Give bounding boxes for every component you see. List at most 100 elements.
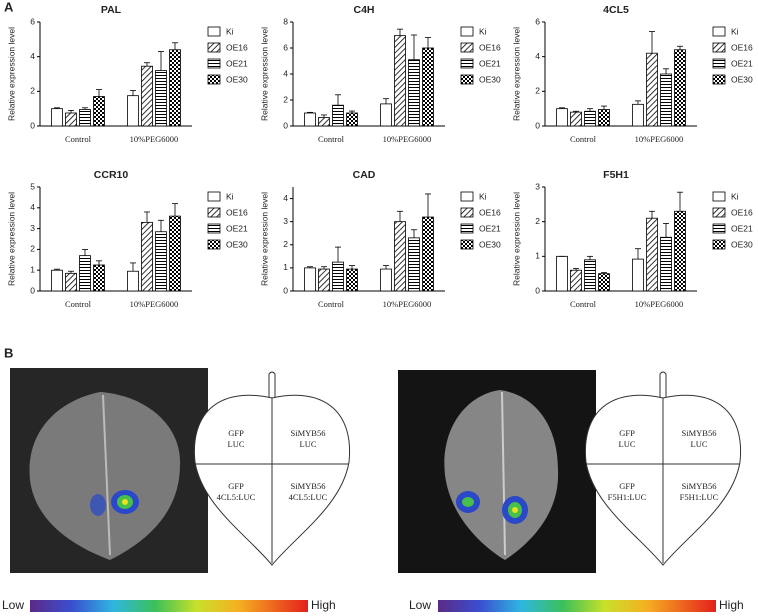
legend-label: OE30 xyxy=(731,74,753,84)
leaf-label: SiMYB56 xyxy=(291,428,326,438)
bar xyxy=(408,237,420,292)
error-bar xyxy=(68,110,74,113)
bar xyxy=(141,221,153,292)
legend-swatch xyxy=(712,207,726,218)
legend-swatch xyxy=(207,239,221,250)
leaf-label: SiMYB56 xyxy=(291,481,326,491)
error-bar xyxy=(144,211,150,223)
legend-swatch xyxy=(712,26,726,37)
legend-label: Ki xyxy=(731,26,739,36)
leaf-petiole xyxy=(268,371,276,398)
error-bar xyxy=(573,110,579,113)
error-bar xyxy=(559,107,565,109)
y-tick-label: 4 xyxy=(30,51,35,61)
x-tick-label: Control xyxy=(318,134,345,144)
error-bar xyxy=(635,100,641,105)
error-bar xyxy=(130,90,136,96)
y-tick-label: 4 xyxy=(30,202,35,212)
leaf-label: F5H1:LUC xyxy=(608,492,647,502)
y-tick-label: 0 xyxy=(283,120,288,130)
y-tick-label: 3 xyxy=(283,216,288,226)
bar xyxy=(346,268,358,292)
leaf-label: LUC xyxy=(228,439,245,449)
legend-label: OE16 xyxy=(479,42,501,52)
y-tick-label: 6 xyxy=(283,42,288,52)
error-bar xyxy=(411,229,417,238)
x-tick-label: 10%PEG6000 xyxy=(130,134,179,144)
legend-swatch xyxy=(712,74,726,85)
legend-swatch xyxy=(460,191,474,202)
panel-label: B xyxy=(4,345,13,360)
leaf-label: GFP xyxy=(619,481,635,491)
legend-swatch xyxy=(207,42,221,53)
y-tick-label: 8 xyxy=(283,16,288,26)
error-bar xyxy=(158,51,164,71)
bar xyxy=(127,95,139,127)
bar xyxy=(556,108,568,127)
legend-swatch xyxy=(712,239,726,250)
bar xyxy=(660,236,672,292)
error-bar xyxy=(573,268,579,271)
bar xyxy=(570,269,582,292)
y-tick-label: 4 xyxy=(283,193,288,203)
error-bar xyxy=(321,266,327,270)
chart: C4H Relative expression level 0 2 4 6 8 Control… xyxy=(259,4,501,144)
error-bar xyxy=(635,248,641,260)
error-bar xyxy=(601,105,607,110)
chart-title: 4CL5 xyxy=(603,4,629,16)
bar xyxy=(598,273,610,292)
legend-swatch xyxy=(207,26,221,37)
error-bar xyxy=(54,268,60,271)
legend-swatch xyxy=(207,74,221,85)
error-bar xyxy=(349,110,355,113)
legend-label: OE21 xyxy=(226,223,248,233)
y-axis-label: Relative expression level xyxy=(511,27,521,121)
legend-label: Ki xyxy=(479,191,487,201)
bar xyxy=(93,264,105,292)
y-axis-label: Relative expression level xyxy=(259,192,269,286)
bar xyxy=(346,112,358,127)
chart-title: C4H xyxy=(353,4,374,16)
error-bar xyxy=(172,42,178,50)
legend-swatch xyxy=(460,58,474,69)
bar xyxy=(304,112,316,127)
legend-swatch xyxy=(460,74,474,85)
x-tick-label: 10%PEG6000 xyxy=(383,299,432,309)
y-axis-label: Relative expression level xyxy=(6,27,16,121)
bar xyxy=(304,267,316,292)
y-tick-label: 0 xyxy=(283,285,288,295)
bar xyxy=(584,259,596,292)
error-bar xyxy=(307,266,313,268)
bar xyxy=(169,49,181,127)
legend-swatch xyxy=(712,42,726,53)
bar xyxy=(51,269,63,292)
leaf-label: GFP xyxy=(228,481,244,491)
legend-swatch xyxy=(712,58,726,69)
leaf-label: LUC xyxy=(619,439,636,449)
legend-label: Ki xyxy=(226,26,234,36)
leaf-label: 4CL5:LUC xyxy=(289,492,328,502)
bar xyxy=(660,73,672,127)
error-bar xyxy=(425,37,431,48)
bar xyxy=(598,109,610,127)
error-bar xyxy=(130,262,136,272)
y-tick-label: 2 xyxy=(30,86,35,96)
bar xyxy=(674,210,686,292)
error-bar xyxy=(321,114,327,118)
error-bar xyxy=(397,210,403,222)
bar xyxy=(93,96,105,127)
y-tick-label: 3 xyxy=(30,223,35,233)
legend-label: OE30 xyxy=(479,239,501,249)
error-bar xyxy=(82,249,88,256)
legend-label: OE21 xyxy=(479,223,501,233)
error-bar xyxy=(601,272,607,274)
error-bar xyxy=(663,223,669,238)
error-bar xyxy=(158,219,164,232)
legend-label: Ki xyxy=(226,191,234,201)
bar xyxy=(570,111,582,127)
x-tick-label: 10%PEG6000 xyxy=(635,299,684,309)
x-tick-label: 10%PEG6000 xyxy=(635,134,684,144)
legend-swatch xyxy=(460,207,474,218)
bar xyxy=(332,261,344,292)
